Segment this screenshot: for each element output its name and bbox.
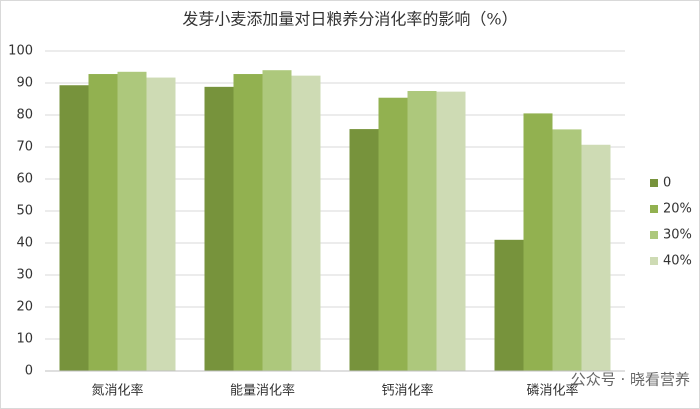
bar <box>233 74 263 371</box>
y-tick-label: 60 <box>16 172 33 187</box>
legend-label: 20% <box>663 202 692 217</box>
legend-swatch <box>650 231 658 239</box>
chart-title: 发芽小麦添加量对日粮养分消化率的影响（%） <box>182 10 517 29</box>
legend-swatch <box>650 205 658 213</box>
legend-label: 0 <box>663 176 671 191</box>
x-tick-label: 钙消化率 <box>381 383 433 399</box>
bar <box>581 144 611 371</box>
y-tick-label: 80 <box>16 108 33 123</box>
y-tick-label: 50 <box>16 204 33 219</box>
bar <box>291 75 321 371</box>
y-tick-label: 40 <box>16 236 33 251</box>
legend-swatch <box>650 257 658 265</box>
y-tick-label: 20 <box>16 300 33 315</box>
bar <box>204 86 234 371</box>
bar <box>378 97 408 371</box>
bar <box>88 74 118 371</box>
y-tick-label: 100 <box>8 44 33 59</box>
y-tick-label: 70 <box>16 140 33 155</box>
x-tick-label: 氮消化率 <box>91 383 143 399</box>
x-tick-label: 磷消化率 <box>526 383 578 399</box>
y-tick-label: 10 <box>16 332 33 347</box>
bar <box>407 91 437 371</box>
legend-label: 40% <box>663 254 692 269</box>
watermark: 公众号 · 晓看营养 <box>571 371 690 389</box>
bar <box>59 85 89 372</box>
bar <box>262 70 292 371</box>
y-tick-label: 0 <box>25 364 33 379</box>
legend-label: 30% <box>663 228 692 243</box>
bar <box>436 91 466 371</box>
y-tick-label: 30 <box>16 268 33 283</box>
y-tick-label: 90 <box>16 76 33 91</box>
bar <box>552 129 582 371</box>
bar <box>523 113 553 372</box>
x-tick-label: 能量消化率 <box>230 383 295 399</box>
bar <box>117 71 147 372</box>
bar <box>349 129 379 371</box>
bar <box>494 239 524 371</box>
legend-swatch <box>650 179 658 187</box>
bar <box>146 77 176 371</box>
